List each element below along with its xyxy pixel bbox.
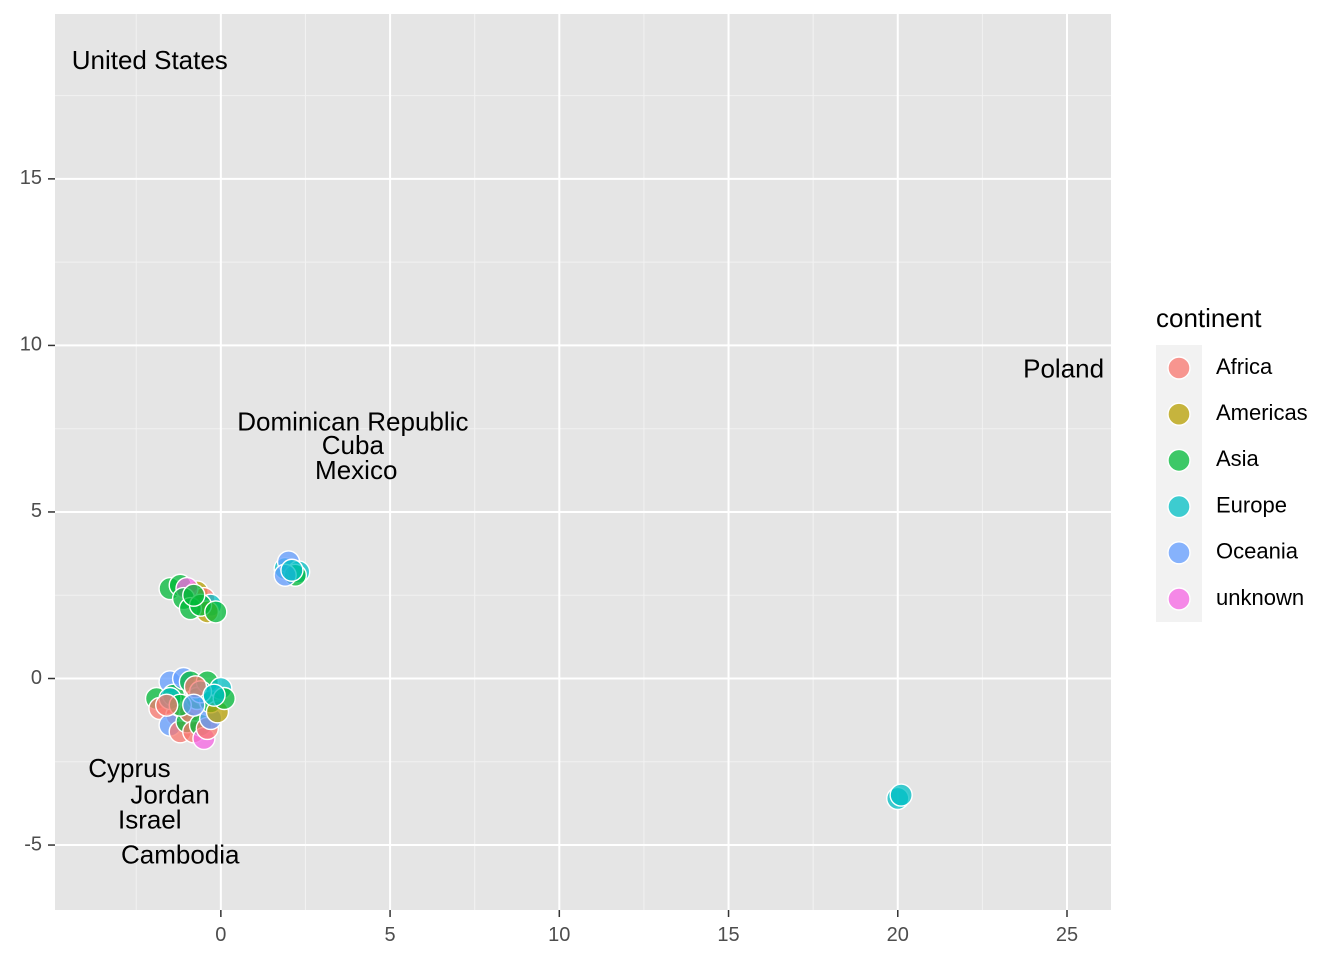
x-tick-label: 25	[1056, 924, 1078, 946]
annotation-label: Cambodia	[121, 840, 240, 870]
legend-label-oceania: Oceania	[1216, 539, 1299, 564]
annotation-label: Cuba	[322, 430, 385, 460]
data-point-oceania	[182, 693, 206, 717]
legend-entries: Africa Americas Asia Europe Oceania unknown	[1167, 354, 1308, 611]
legend-key-americas	[1167, 402, 1191, 426]
annotation-label: Poland	[1023, 353, 1104, 383]
y-tick-label: 0	[31, 667, 42, 689]
legend-key-background	[1156, 345, 1202, 622]
x-axis: 0 5 10 15 20 25	[215, 910, 1078, 946]
y-tick-label: 15	[20, 167, 42, 189]
y-tick-label: -5	[24, 833, 42, 855]
x-tick-label: 20	[887, 924, 909, 946]
annotation-label: Cyprus	[88, 753, 170, 783]
y-tick-label: 10	[20, 334, 42, 356]
x-tick-label: 15	[717, 924, 739, 946]
x-tick-label: 0	[215, 924, 226, 946]
legend-label-europe: Europe	[1216, 492, 1287, 517]
legend-label-unknown: unknown	[1216, 585, 1304, 610]
legend-key-europe	[1167, 494, 1191, 519]
y-axis: -5 0 5 10 15	[20, 167, 55, 855]
legend-title: continent	[1156, 303, 1262, 333]
y-tick-label: 5	[31, 500, 42, 522]
legend-key-oceania	[1167, 541, 1191, 565]
legend-label-asia: Asia	[1216, 446, 1260, 471]
legend-label-africa: Africa	[1216, 354, 1273, 379]
legend-label-americas: Americas	[1216, 400, 1308, 425]
data-point-europe	[280, 558, 304, 582]
annotation-label: Mexico	[315, 455, 397, 485]
x-tick-label: 10	[548, 924, 570, 946]
data-point-asia	[204, 600, 228, 624]
grid-major	[55, 14, 1111, 910]
panel-background	[55, 14, 1111, 910]
annotation-label: United States	[72, 45, 228, 75]
annotation-label: Jordan	[130, 780, 210, 810]
legend-key-africa	[1167, 356, 1191, 380]
data-point-europe	[889, 783, 913, 807]
legend-key-unknown	[1167, 587, 1191, 611]
legend: continent Africa Americas Asia Europe Oceani…	[1156, 303, 1308, 622]
point-annotations: United States Poland Dominican RepublicCub…	[72, 45, 1104, 869]
annotation-label: Dominican Republic	[237, 407, 468, 437]
legend-key-asia	[1167, 448, 1191, 473]
data-points	[144, 550, 913, 811]
x-tick-label: 5	[385, 924, 396, 946]
data-point-europe	[202, 683, 226, 707]
data-point-asia	[182, 583, 206, 607]
data-point-africa	[154, 693, 179, 717]
annotation-label: Israel	[118, 805, 182, 835]
grid-minor	[55, 14, 1111, 910]
